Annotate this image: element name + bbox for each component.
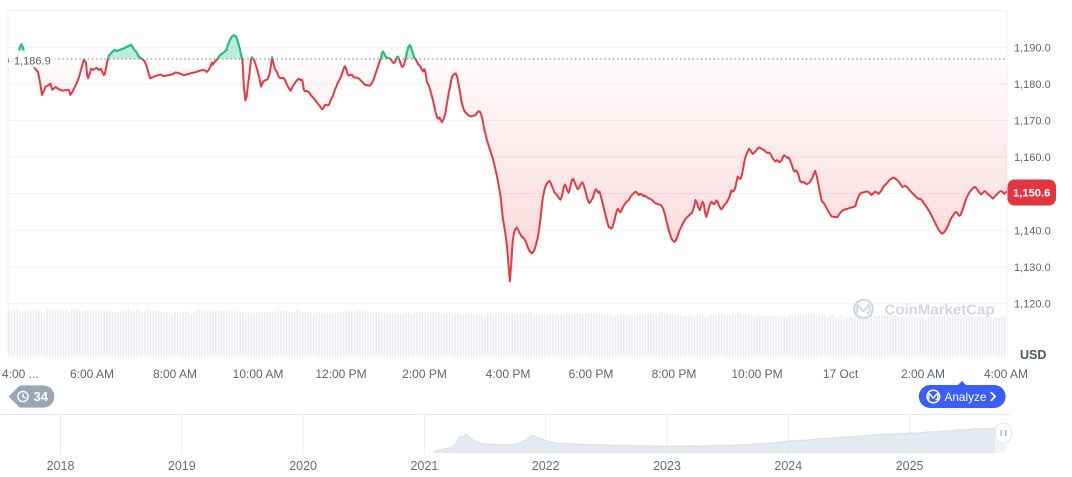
svg-text:10:00 PM: 10:00 PM [731, 367, 782, 381]
svg-text:1,170.0: 1,170.0 [1014, 116, 1051, 128]
svg-text:1,180.0: 1,180.0 [1014, 79, 1051, 91]
svg-text:4:00 ...: 4:00 ... [2, 367, 39, 381]
svg-text:1,120.0: 1,120.0 [1014, 299, 1051, 311]
svg-text:1,186.9: 1,186.9 [14, 55, 51, 67]
svg-text:1,160.0: 1,160.0 [1014, 152, 1051, 164]
svg-text:12:00 PM: 12:00 PM [315, 367, 366, 381]
svg-text:17 Oct: 17 Oct [823, 367, 859, 381]
svg-text:2025: 2025 [896, 459, 924, 473]
svg-text:4:00 AM: 4:00 AM [984, 367, 1028, 381]
svg-text:4:00 PM: 4:00 PM [486, 367, 531, 381]
svg-text:Analyze: Analyze [945, 390, 987, 404]
svg-text:6:00 AM: 6:00 AM [70, 367, 114, 381]
svg-text:2021: 2021 [410, 459, 438, 473]
svg-text:8:00 PM: 8:00 PM [652, 367, 697, 381]
svg-text:1,150.6: 1,150.6 [1013, 188, 1050, 200]
svg-text:CoinMarketCap: CoinMarketCap [885, 302, 995, 319]
svg-text:8:00 AM: 8:00 AM [153, 367, 197, 381]
svg-text:2:00 PM: 2:00 PM [402, 367, 447, 381]
svg-text:2018: 2018 [47, 459, 75, 473]
svg-text:1,190.0: 1,190.0 [1014, 43, 1051, 55]
svg-text:2:00 AM: 2:00 AM [901, 367, 945, 381]
svg-text:2022: 2022 [532, 459, 560, 473]
svg-text:2023: 2023 [653, 459, 681, 473]
svg-text:6:00 PM: 6:00 PM [569, 367, 614, 381]
svg-text:1,130.0: 1,130.0 [1014, 262, 1051, 274]
svg-text:34: 34 [34, 389, 49, 404]
svg-text:2019: 2019 [168, 459, 196, 473]
svg-text:1,140.0: 1,140.0 [1014, 226, 1051, 238]
svg-text:USD: USD [1020, 348, 1046, 362]
svg-text:2020: 2020 [289, 459, 317, 473]
svg-text:10:00 AM: 10:00 AM [233, 367, 284, 381]
svg-text:2024: 2024 [774, 459, 802, 473]
